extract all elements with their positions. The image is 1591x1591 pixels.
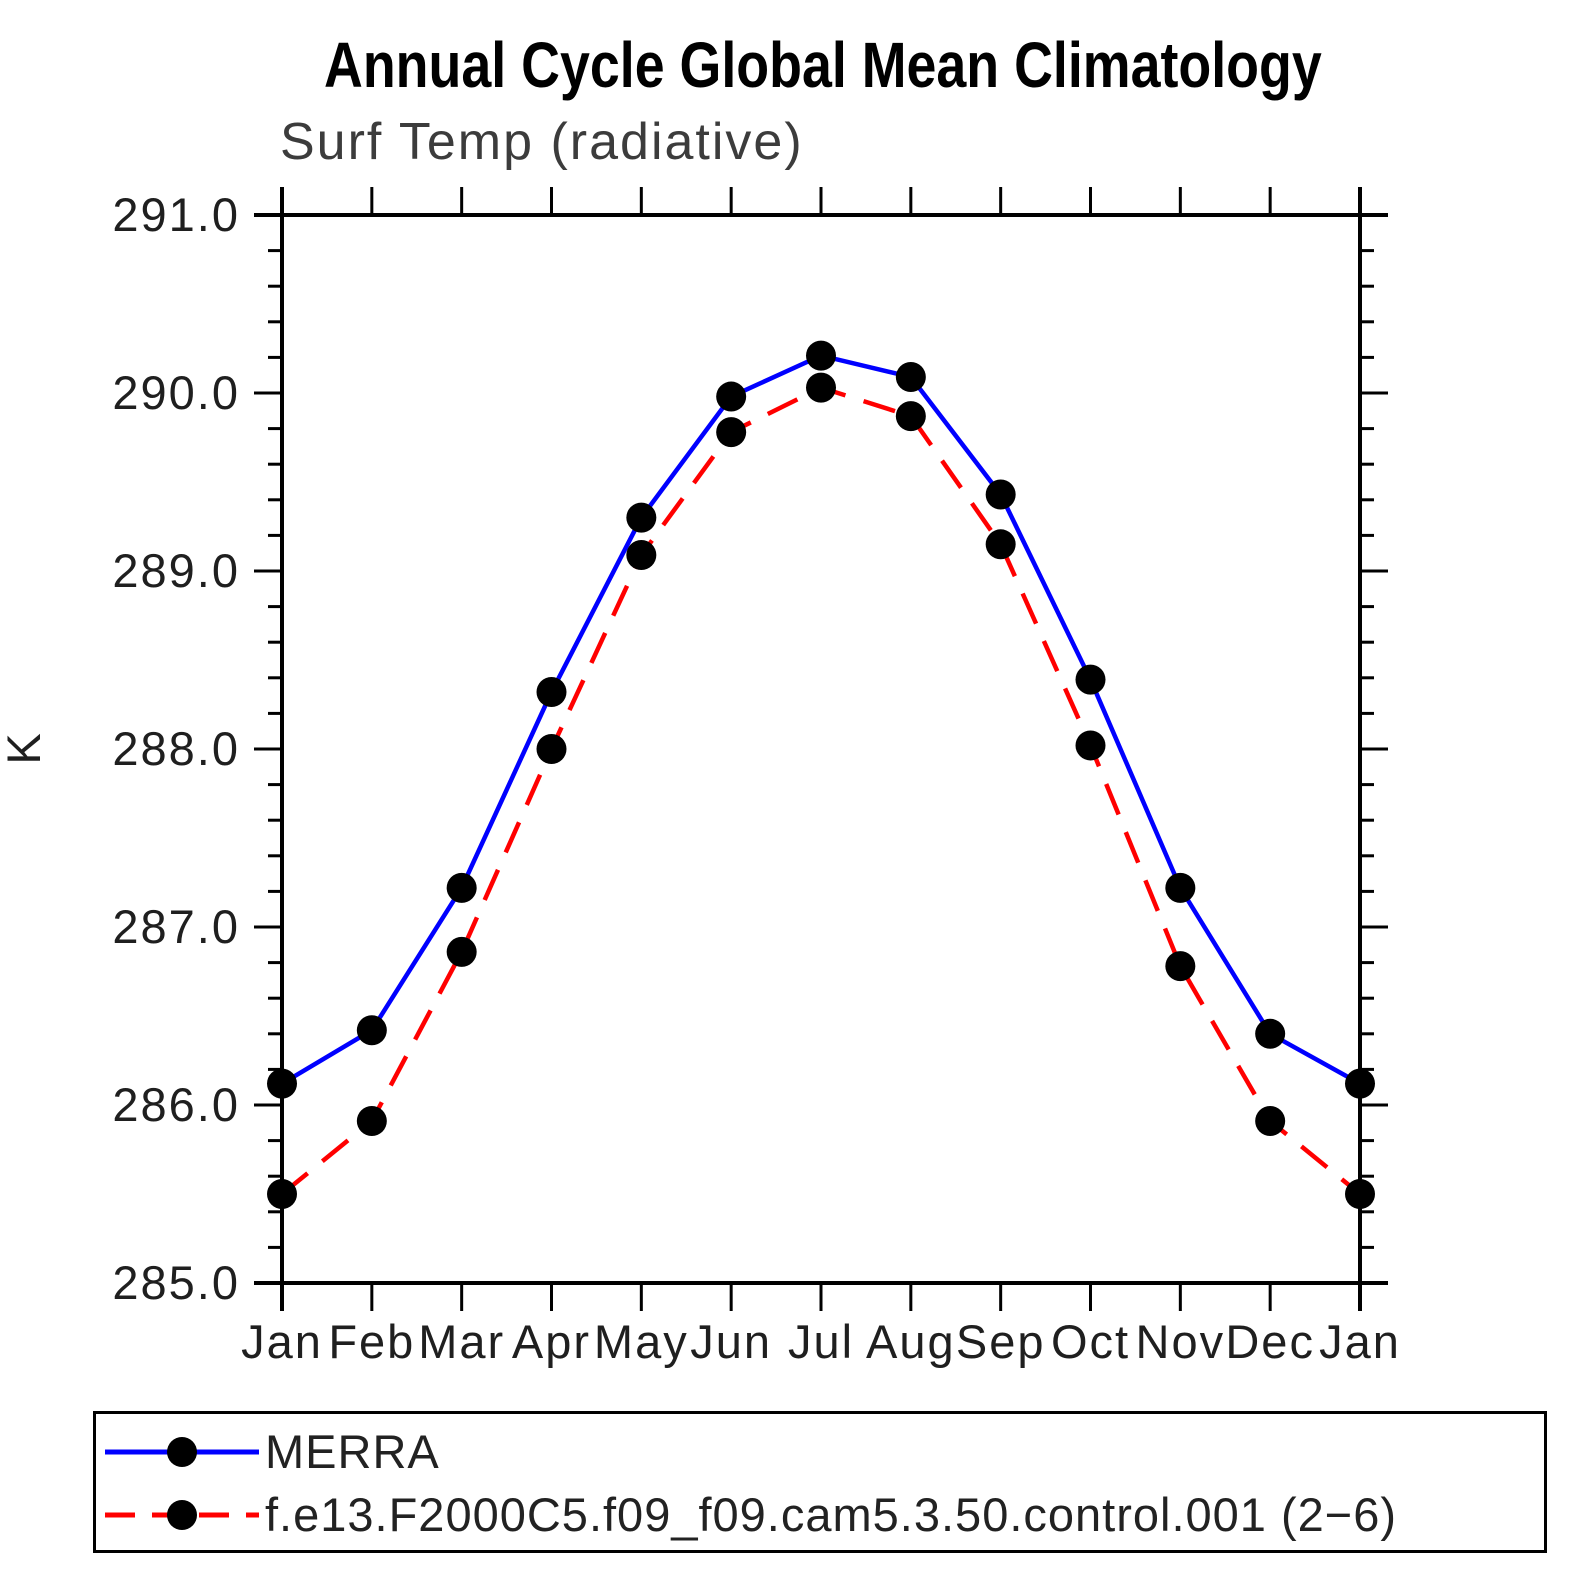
chart-subtitle: Surf Temp (radiative) — [280, 113, 804, 171]
data-point-marker — [267, 1179, 297, 1209]
legend-label-model: f.e13.F2000C5.f09_f09.cam5.3.50.control.… — [265, 1488, 1398, 1541]
x-tick-label: Jul — [788, 1315, 854, 1368]
x-tick-label: Jan — [241, 1315, 323, 1368]
legend-line-merra-icon — [105, 1437, 259, 1467]
data-point-marker — [1255, 1018, 1286, 1049]
data-point-marker — [267, 1068, 297, 1099]
y-tick-label: 291.0 — [112, 188, 240, 241]
x-tick-label: Oct — [1051, 1315, 1130, 1368]
data-point-marker — [356, 1106, 387, 1137]
data-point-marker — [985, 529, 1016, 560]
x-tick-label: Mar — [418, 1315, 505, 1368]
data-point-marker — [1345, 1068, 1375, 1099]
data-point-marker — [626, 502, 657, 533]
legend-label-merra: MERRA — [265, 1425, 440, 1478]
y-tick-label: 285.0 — [112, 1256, 240, 1309]
data-point-marker — [1165, 872, 1196, 903]
x-tick-label: Jan — [1319, 1315, 1401, 1368]
legend-line-model-icon — [105, 1500, 259, 1530]
y-axis-title: K — [0, 733, 50, 764]
data-point-marker — [806, 372, 836, 403]
data-point-marker — [626, 539, 657, 570]
data-point-marker — [536, 677, 567, 708]
data-point-marker — [716, 381, 747, 412]
data-point-marker — [536, 734, 567, 764]
data-point-marker — [985, 479, 1016, 510]
legend-swatch-marker — [167, 1437, 197, 1467]
chart-title: Annual Cycle Global Mean Climatology — [54, 28, 1591, 102]
series-line-0 — [280, 353, 1362, 1086]
x-tick-label: Sep — [956, 1315, 1046, 1368]
x-tick-label: Apr — [512, 1315, 591, 1368]
chart-title-text: Annual Cycle Global Mean Climatology — [323, 29, 1322, 101]
data-point-marker — [895, 361, 926, 392]
series-line-1 — [280, 385, 1362, 1196]
data-point-marker — [356, 1015, 387, 1046]
y-tick-label: 287.0 — [112, 900, 240, 953]
y-tick-label: 288.0 — [112, 722, 240, 775]
data-point-marker — [1075, 730, 1106, 761]
y-tick-label: 290.0 — [112, 366, 240, 419]
x-tick-label: May — [594, 1315, 689, 1368]
data-point-marker — [446, 936, 477, 967]
legend-item-merra: MERRA — [96, 1420, 1544, 1483]
data-point-marker — [446, 872, 477, 903]
x-tick-label: Nov — [1136, 1315, 1226, 1368]
data-point-marker — [1255, 1106, 1286, 1137]
x-tick-label: Feb — [328, 1315, 415, 1368]
x-tick-label: Dec — [1225, 1315, 1315, 1368]
y-tick-label: 286.0 — [112, 1078, 240, 1131]
data-point-marker — [1345, 1179, 1375, 1209]
legend-item-model: f.e13.F2000C5.f09_f09.cam5.3.50.control.… — [96, 1483, 1544, 1546]
data-point-marker — [1075, 664, 1106, 695]
data-point-marker — [806, 340, 836, 371]
data-point-marker — [1165, 951, 1196, 982]
data-point-marker — [895, 401, 926, 432]
legend-swatch-marker — [167, 1500, 197, 1530]
legend-box: MERRA f.e13.F2000C5.f09_f09.cam5.3.50.co… — [93, 1411, 1547, 1553]
x-tick-label: Aug — [866, 1315, 956, 1368]
data-point-marker — [716, 417, 747, 448]
y-tick-label: 289.0 — [112, 544, 240, 597]
x-tick-label: Jun — [690, 1315, 772, 1368]
